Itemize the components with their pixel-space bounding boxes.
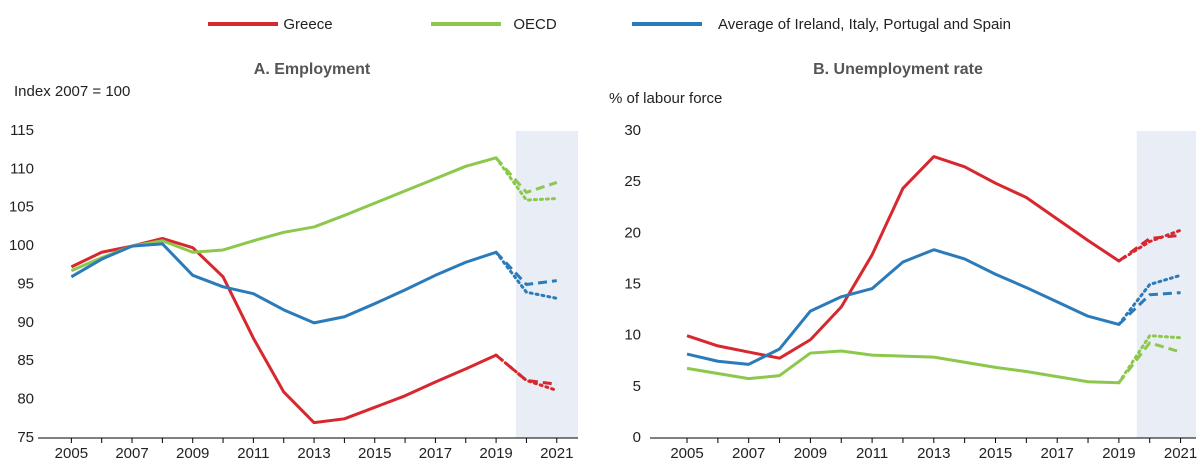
x-tick-label: 2015 — [979, 445, 1012, 462]
x-tick-label: 2007 — [115, 445, 148, 462]
series-line — [70, 242, 497, 325]
x-tick-label: 2007 — [732, 445, 765, 462]
series-line — [1117, 291, 1181, 326]
x-tick-label: 2011 — [856, 445, 888, 462]
y-tick-label: 80 — [17, 391, 34, 408]
series-line — [1117, 273, 1183, 326]
y-tick-label: 0 — [633, 429, 641, 446]
y-axis-label: Index 2007 = 100 — [14, 83, 130, 100]
x-tick-label: 2015 — [358, 445, 391, 462]
y-tick-label: 115 — [10, 122, 34, 139]
x-tick-label: 2005 — [670, 445, 703, 462]
series-line — [70, 156, 497, 273]
series-line — [686, 155, 1120, 360]
x-tick-label: 2019 — [1102, 445, 1135, 462]
series-line — [494, 353, 559, 392]
projection-shade — [1136, 131, 1196, 438]
series-line — [494, 251, 557, 286]
y-tick-label: 10 — [624, 327, 641, 344]
x-tick-label: 2019 — [479, 445, 512, 462]
series-line — [1117, 233, 1181, 263]
y-tick-label: 95 — [17, 275, 34, 292]
x-tick-label: 2013 — [917, 445, 950, 462]
y-tick-label: 110 — [10, 160, 34, 177]
legend-label: Average of Ireland, Italy, Portugal and … — [718, 16, 1011, 33]
series-line — [494, 156, 559, 202]
y-tick-label: 75 — [17, 429, 34, 446]
y-tick-label: 15 — [624, 275, 641, 292]
chart-title: B. Unemployment rate — [813, 61, 983, 78]
y-tick-label: 100 — [9, 237, 34, 254]
y-tick-label: 25 — [624, 173, 641, 190]
y-tick-label: 90 — [17, 314, 34, 331]
legend-label: Greece — [283, 16, 332, 33]
legend-label: OECD — [513, 16, 557, 33]
x-tick-label: 2017 — [419, 445, 452, 462]
y-axis-label: % of labour force — [609, 90, 722, 107]
series-line — [494, 156, 558, 194]
chart-title: A. Employment — [254, 61, 371, 78]
x-tick-label: 2009 — [176, 445, 209, 462]
x-tick-label: 2011 — [237, 445, 269, 462]
series-line — [1117, 341, 1182, 384]
series-line — [494, 250, 559, 300]
y-tick-label: 5 — [633, 378, 641, 395]
series-line — [1117, 228, 1183, 263]
series-line — [686, 349, 1119, 385]
x-tick-label: 2005 — [55, 445, 88, 462]
y-tick-label: 105 — [9, 199, 34, 216]
y-tick-label: 85 — [17, 352, 34, 369]
x-tick-label: 2017 — [1040, 445, 1073, 462]
x-tick-label: 2021 — [1164, 445, 1197, 462]
series-line — [495, 353, 557, 386]
y-tick-label: 30 — [624, 122, 641, 139]
x-tick-label: 2021 — [540, 445, 573, 462]
series-line — [686, 248, 1120, 366]
x-tick-label: 2013 — [297, 445, 330, 462]
y-tick-label: 20 — [624, 224, 641, 241]
series-line — [70, 236, 497, 425]
x-tick-label: 2009 — [794, 445, 827, 462]
series-line — [1117, 334, 1183, 385]
